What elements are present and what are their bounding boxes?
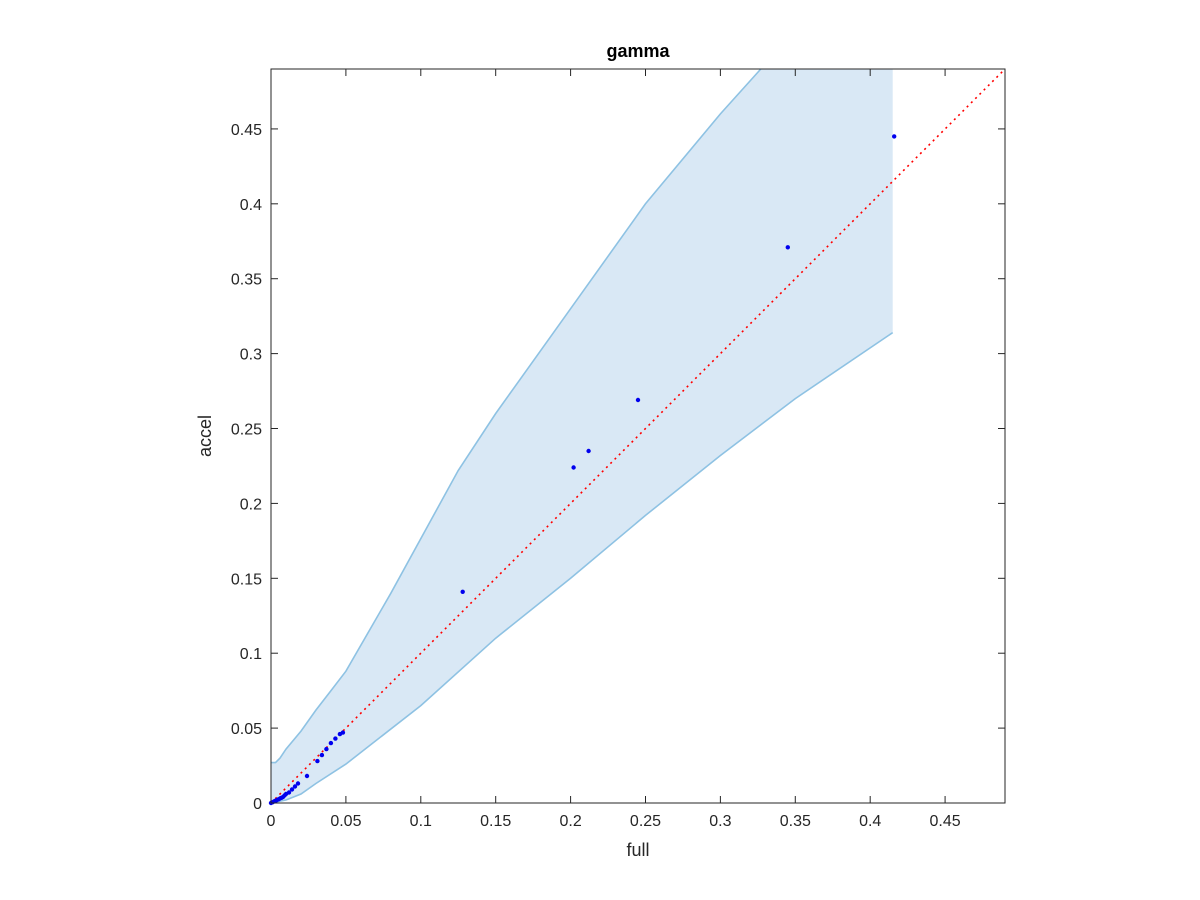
data-point xyxy=(586,448,591,454)
x-tick-label: 0.35 xyxy=(780,813,811,830)
data-point xyxy=(571,465,576,470)
x-tick-label: 0.3 xyxy=(709,813,731,830)
x-tick-label: 0.15 xyxy=(480,813,511,830)
data-point xyxy=(333,736,338,741)
data-point xyxy=(340,730,346,735)
y-tick-label: 0.25 xyxy=(231,422,262,439)
data-point xyxy=(304,773,310,779)
data-point xyxy=(292,784,298,789)
x-tick-label: 0 xyxy=(267,813,276,830)
y-tick-label: 0.05 xyxy=(231,721,262,738)
y-tick-label: 0.3 xyxy=(240,347,262,364)
y-axis-ticks: 0 0.05 0.1 0.15 0.2 0.25 0.3 0.35 0.4 0.45 xyxy=(231,122,1005,813)
data-point xyxy=(635,397,641,403)
identity-reference-line xyxy=(270,68,1006,804)
x-tick-label: 0.1 xyxy=(410,813,432,830)
x-tick-label: 0.4 xyxy=(859,813,881,830)
data-point xyxy=(785,245,790,250)
chart-title: gamma xyxy=(606,41,670,61)
data-point xyxy=(460,589,465,594)
data-point xyxy=(319,752,325,758)
data-point xyxy=(328,740,334,746)
data-point xyxy=(892,134,897,139)
y-tick-label: 0.4 xyxy=(240,197,262,214)
axes-box xyxy=(270,68,1006,804)
y-tick-label: 0.15 xyxy=(231,571,262,588)
x-tick-label: 0.45 xyxy=(930,813,961,830)
confidence-band-fill xyxy=(271,69,893,803)
confidence-band-upper-edge xyxy=(271,68,762,764)
x-tick-label: 0.2 xyxy=(559,813,581,830)
y-tick-label: 0.2 xyxy=(240,496,262,513)
y-tick-label: 0.35 xyxy=(231,272,262,289)
data-point xyxy=(324,746,329,752)
x-axis-label: full xyxy=(626,840,649,860)
data-point xyxy=(286,790,292,795)
y-tick-label: 0.45 xyxy=(231,122,262,139)
x-tick-label: 0.25 xyxy=(630,813,661,830)
data-point xyxy=(289,787,295,792)
x-axis-ticks: 0 0.05 0.1 0.15 0.2 0.25 0.3 0.35 0.4 0.45 xyxy=(267,69,961,830)
y-axis-label: accel xyxy=(195,415,215,457)
y-tick-label: 0 xyxy=(253,796,262,813)
data-point xyxy=(315,758,320,764)
data-point xyxy=(295,781,301,786)
y-tick-label: 0.1 xyxy=(240,646,262,663)
confidence-band-lower-edge xyxy=(270,331,894,804)
x-tick-label: 0.05 xyxy=(330,813,361,830)
